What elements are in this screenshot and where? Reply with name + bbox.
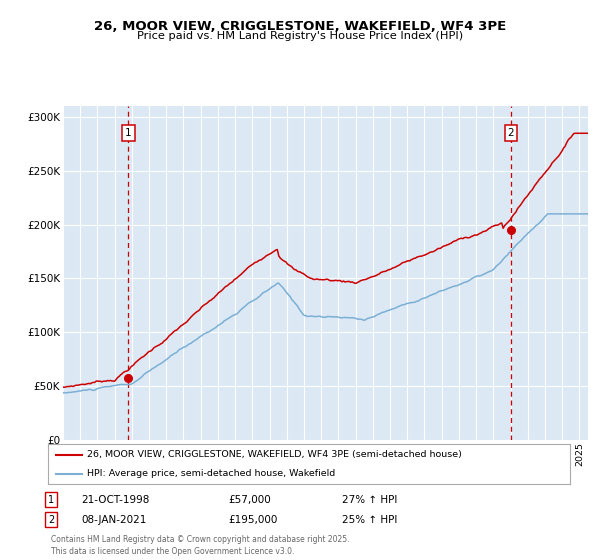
Text: 1: 1 xyxy=(125,128,132,138)
Text: 08-JAN-2021: 08-JAN-2021 xyxy=(81,515,146,525)
Text: HPI: Average price, semi-detached house, Wakefield: HPI: Average price, semi-detached house,… xyxy=(87,469,335,478)
Text: 27% ↑ HPI: 27% ↑ HPI xyxy=(342,494,397,505)
Text: 21-OCT-1998: 21-OCT-1998 xyxy=(81,494,149,505)
Text: 26, MOOR VIEW, CRIGGLESTONE, WAKEFIELD, WF4 3PE: 26, MOOR VIEW, CRIGGLESTONE, WAKEFIELD, … xyxy=(94,20,506,32)
Text: Price paid vs. HM Land Registry's House Price Index (HPI): Price paid vs. HM Land Registry's House … xyxy=(137,31,463,41)
Text: 25% ↑ HPI: 25% ↑ HPI xyxy=(342,515,397,525)
Text: £57,000: £57,000 xyxy=(228,494,271,505)
Text: £195,000: £195,000 xyxy=(228,515,277,525)
Text: 1: 1 xyxy=(48,494,54,505)
Text: 26, MOOR VIEW, CRIGGLESTONE, WAKEFIELD, WF4 3PE (semi-detached house): 26, MOOR VIEW, CRIGGLESTONE, WAKEFIELD, … xyxy=(87,450,462,459)
Text: 2: 2 xyxy=(48,515,54,525)
Text: 2: 2 xyxy=(508,128,514,138)
Text: Contains HM Land Registry data © Crown copyright and database right 2025.
This d: Contains HM Land Registry data © Crown c… xyxy=(51,535,349,556)
